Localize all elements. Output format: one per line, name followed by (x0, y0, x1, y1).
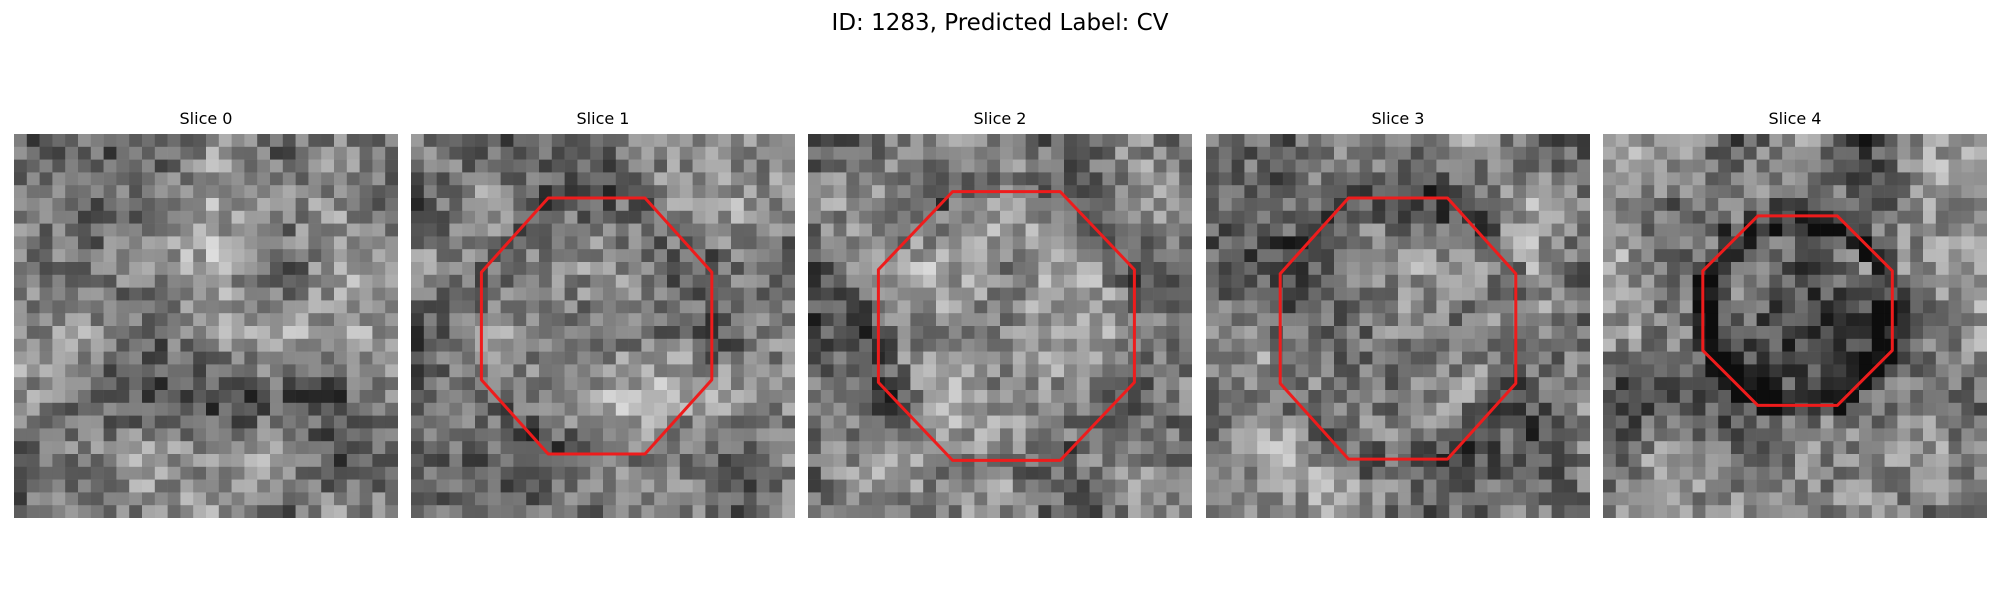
slice-panel-1: Slice 1 (411, 108, 795, 518)
slice-image-3 (1206, 134, 1590, 518)
slice-title-4: Slice 4 (1768, 109, 1822, 128)
slice-title-1: Slice 1 (576, 109, 630, 128)
slice-title-3: Slice 3 (1371, 109, 1425, 128)
segmentation-contour (479, 196, 714, 456)
pixel-grid (808, 134, 1192, 518)
slice-image-1 (411, 134, 795, 518)
slice-title-2: Slice 2 (973, 109, 1027, 128)
figure-title: ID: 1283, Predicted Label: CV (831, 10, 1169, 36)
slice-panel-3: Slice 3 (1206, 108, 1590, 518)
pixel-grid (1206, 134, 1590, 518)
segmentation-contour (876, 190, 1136, 462)
slice-image-2 (808, 134, 1192, 518)
slice-panel-2: Slice 2 (808, 108, 1192, 518)
slice-title-0: Slice 0 (179, 109, 233, 128)
pixel-grid (1603, 134, 1987, 518)
segmentation-contour (1278, 196, 1518, 461)
slice-image-0 (14, 134, 398, 518)
slice-image-4 (1603, 134, 1987, 518)
slice-panel-4: Slice 4 (1603, 108, 1987, 518)
pixel-grid (411, 134, 795, 518)
pixel-grid (14, 134, 398, 518)
slice-panel-0: Slice 0 (14, 108, 398, 518)
segmentation-contour (1701, 214, 1894, 407)
